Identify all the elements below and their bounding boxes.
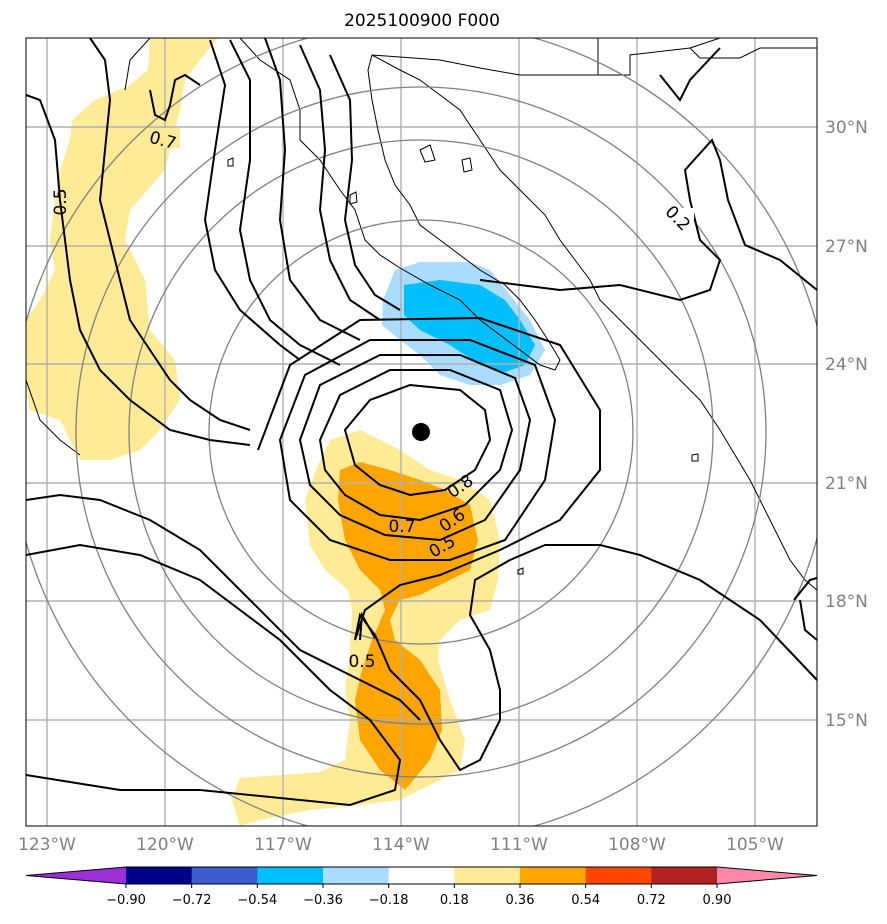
lon-label-117w: 117°W xyxy=(254,835,312,855)
coastlines xyxy=(26,38,817,591)
storm-center-marker xyxy=(412,423,430,441)
colorbar-tick-label: −0.36 xyxy=(303,893,343,908)
contour-north-6 xyxy=(203,39,301,361)
contour-0-5-loop xyxy=(359,611,376,641)
colorbar-tick-label: −0.72 xyxy=(172,893,212,908)
lat-label-21n: 21°N xyxy=(825,474,868,494)
map-frame xyxy=(25,37,818,827)
colorbar-segment xyxy=(454,867,521,884)
island-4 xyxy=(691,453,699,462)
colorbar-segment xyxy=(520,867,587,884)
graticule xyxy=(26,38,817,826)
contour-inner-1 xyxy=(343,383,492,497)
colorbar-tick-label: −0.90 xyxy=(106,893,146,908)
contour-north-3 xyxy=(264,38,361,341)
lat-label-24n: 24°N xyxy=(825,355,868,375)
colorbar-segment xyxy=(191,867,258,884)
colorbar-segment xyxy=(257,867,324,884)
contour-0-5-ring xyxy=(257,316,817,772)
contour-outer-west xyxy=(26,493,421,721)
contour-north-4 xyxy=(299,44,381,321)
contour-ne xyxy=(659,47,721,102)
lon-label-114w: 114°W xyxy=(372,835,430,855)
clabel-bg-3 xyxy=(662,208,694,228)
island-6 xyxy=(227,157,234,167)
contour-north-5 xyxy=(329,54,401,311)
colorbar-segment xyxy=(651,867,718,884)
contour-0-5-west xyxy=(26,94,251,446)
colorbar-segment xyxy=(388,867,455,884)
colorbar-tick-label: 0.90 xyxy=(703,893,732,908)
island-2 xyxy=(349,191,358,205)
latitude-labels: 30°N 27°N 24°N 21°N 18°N 15°N xyxy=(825,118,868,731)
lon-label-105w: 105°W xyxy=(726,835,784,855)
mainland-mexico-coast xyxy=(371,54,817,591)
contour-label-0-7-south: 0.7 xyxy=(388,517,415,537)
lat-label-27n: 27°N xyxy=(825,237,868,257)
colorbar-tick-label: 0.36 xyxy=(506,893,535,908)
lon-label-120w: 120°W xyxy=(136,835,194,855)
colorbar-segment xyxy=(126,867,193,884)
clabel-bg-1 xyxy=(148,128,180,148)
contours xyxy=(26,38,817,807)
range-rings xyxy=(26,38,817,826)
gulf-west-shore xyxy=(689,47,817,59)
contour-inner-4 xyxy=(278,339,557,561)
shade-north-blue xyxy=(404,280,535,372)
contour-labels: 0.7 0.5 0.2 0.8 0.7 0.6 0.5 0.5 xyxy=(51,128,694,672)
map-area: 0.7 0.5 0.2 0.8 0.7 0.6 0.5 0.5 xyxy=(26,38,817,826)
contour-inner-2 xyxy=(318,369,514,522)
contour-label-0-5-south: 0.5 xyxy=(348,652,375,672)
contour-east-0-2 xyxy=(479,138,817,302)
shade-south-orange xyxy=(338,462,478,790)
contour-0-7-north xyxy=(89,38,251,431)
offshore-contour-thin xyxy=(26,38,151,456)
lon-label-123w: 123°W xyxy=(18,835,76,855)
colorbar-segment xyxy=(323,867,390,884)
contour-north-2 xyxy=(229,39,341,366)
contour-east-lower xyxy=(793,577,817,641)
lat-label-18n: 18°N xyxy=(825,592,868,612)
colorbar-extend-low xyxy=(26,867,126,884)
contour-outer-south xyxy=(26,543,402,807)
colorbar-tick-label: 0.54 xyxy=(571,893,600,908)
contour-north-1 xyxy=(149,73,201,122)
colorbar-segment xyxy=(585,867,652,884)
baja-california-coast xyxy=(239,38,561,371)
contour-label-0-5-west: 0.5 xyxy=(51,188,71,215)
longitude-labels: 123°W 120°W 117°W 114°W 111°W 108°W 105°… xyxy=(18,835,784,855)
colorbar-tick-label: 0.72 xyxy=(637,893,666,908)
colorbar-extend-high xyxy=(717,867,817,884)
island-5 xyxy=(517,567,524,575)
island-3 xyxy=(461,157,473,173)
map-title: 2025100900 F000 xyxy=(344,11,500,31)
colorbar-tick-label: 0.18 xyxy=(440,893,469,908)
colorbar-tick-label: −0.18 xyxy=(369,893,409,908)
colorbar-tick-label: −0.54 xyxy=(237,893,277,908)
lat-label-30n: 30°N xyxy=(825,118,868,138)
lon-label-108w: 108°W xyxy=(608,835,666,855)
lat-label-15n: 15°N xyxy=(825,711,868,731)
contour-inner-3 xyxy=(298,354,532,542)
lon-label-111w: 111°W xyxy=(490,835,548,855)
island-1 xyxy=(419,144,436,163)
colorbar: −0.90 −0.72 −0.54 −0.36 −0.18 0.18 0.36 0.54 0.7… xyxy=(25,866,818,908)
